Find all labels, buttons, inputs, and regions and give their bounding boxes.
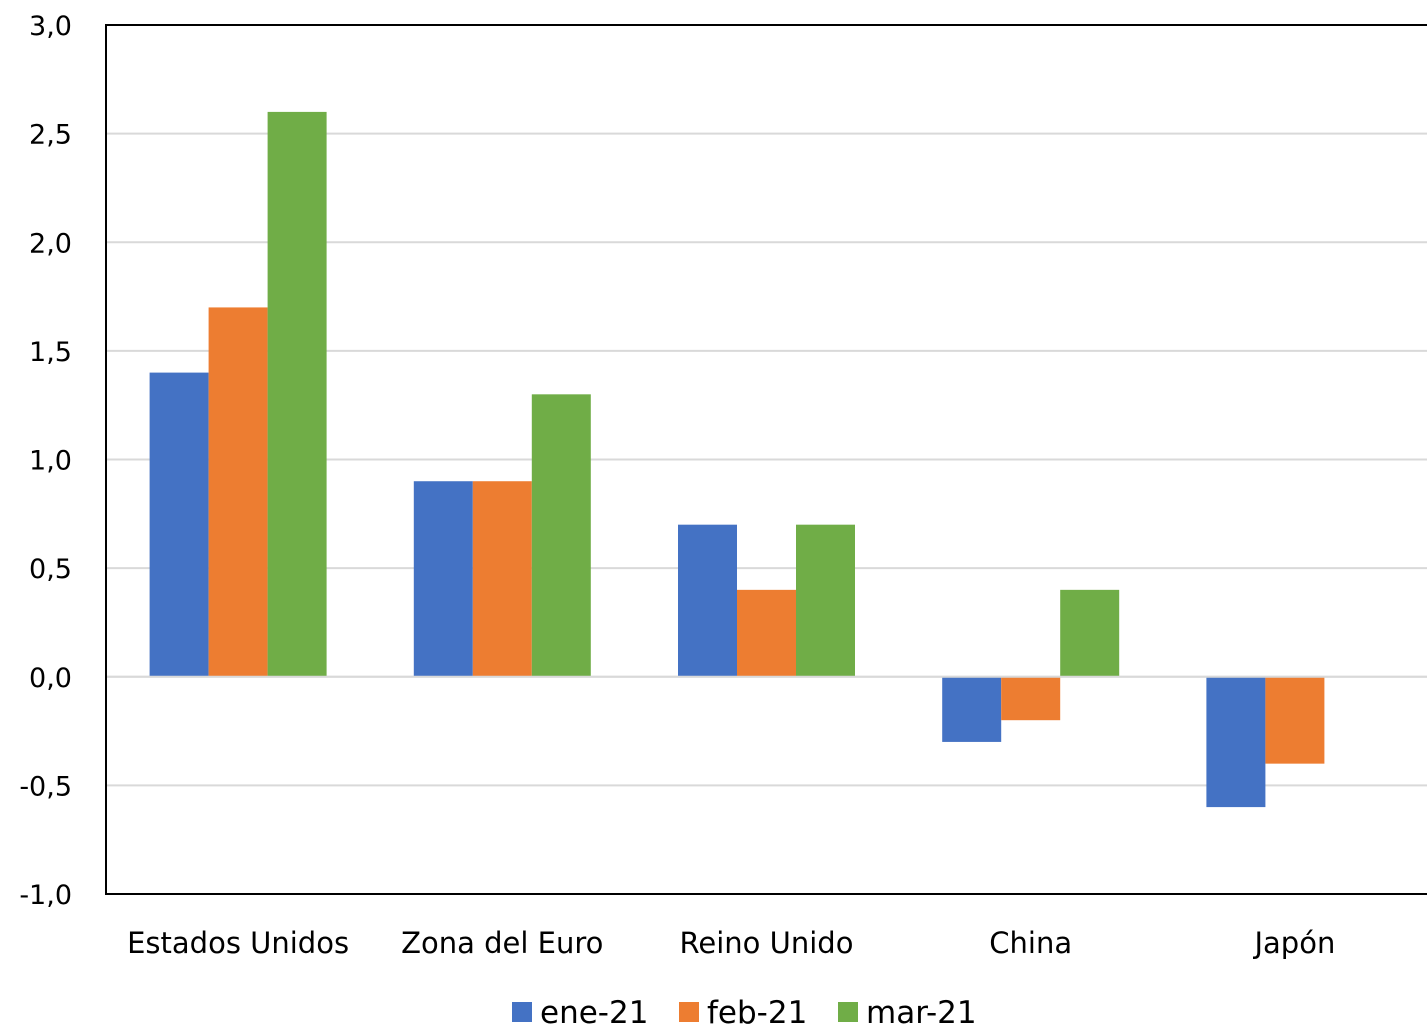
x-category-label: Japón	[1252, 926, 1335, 960]
y-tick-label: 2,5	[29, 120, 72, 151]
bar-ene-21-2	[678, 525, 737, 677]
x-category-label: China	[989, 926, 1072, 960]
bar-mar-21-1	[532, 394, 591, 676]
legend-label-mar-21: mar-21	[866, 995, 977, 1029]
x-category-labels: Estados Unidos Zona del Euro Reino Unido Ch…	[127, 926, 1335, 960]
y-tick-label: 0,0	[29, 663, 72, 694]
y-tick-label: 3,0	[29, 11, 72, 42]
legend-label-feb-21: feb-21	[707, 995, 807, 1029]
bar-ene-21-4	[1206, 677, 1265, 807]
legend: ene-21 feb-21 mar-21	[512, 995, 977, 1029]
bar-ene-21-1	[414, 481, 473, 677]
legend-swatch-mar-21	[838, 1002, 858, 1022]
bar-feb-21-0	[209, 307, 268, 676]
bar-feb-21-1	[473, 481, 532, 677]
bar-mar-21-3	[1060, 590, 1119, 677]
y-tick-label: -1,0	[19, 880, 72, 911]
bar-feb-21-3	[1001, 677, 1060, 720]
x-category-label: Zona del Euro	[401, 926, 603, 960]
legend-swatch-feb-21	[679, 1002, 699, 1022]
y-tick-label: -0,5	[19, 771, 72, 802]
legend-label-ene-21: ene-21	[540, 995, 648, 1029]
y-tick-label: 1,5	[29, 337, 72, 368]
y-tick-labels: 3,0 2,5 2,0 1,5 1,0 0,5 0,0 -0,5 -1,0	[19, 11, 72, 911]
bar-ene-21-0	[150, 373, 209, 677]
bar-feb-21-2	[737, 590, 796, 677]
x-category-label: Reino Unido	[680, 926, 854, 960]
y-tick-label: 0,5	[29, 554, 72, 585]
y-tick-label: 1,0	[29, 446, 72, 477]
y-tick-label: 2,0	[29, 228, 72, 259]
legend-swatch-ene-21	[512, 1002, 532, 1022]
bar-mar-21-0	[268, 112, 327, 677]
x-category-label: Estados Unidos	[127, 926, 349, 960]
bar-ene-21-3	[942, 677, 1001, 742]
bar-mar-21-2	[796, 525, 855, 677]
bar-feb-21-4	[1265, 677, 1324, 764]
